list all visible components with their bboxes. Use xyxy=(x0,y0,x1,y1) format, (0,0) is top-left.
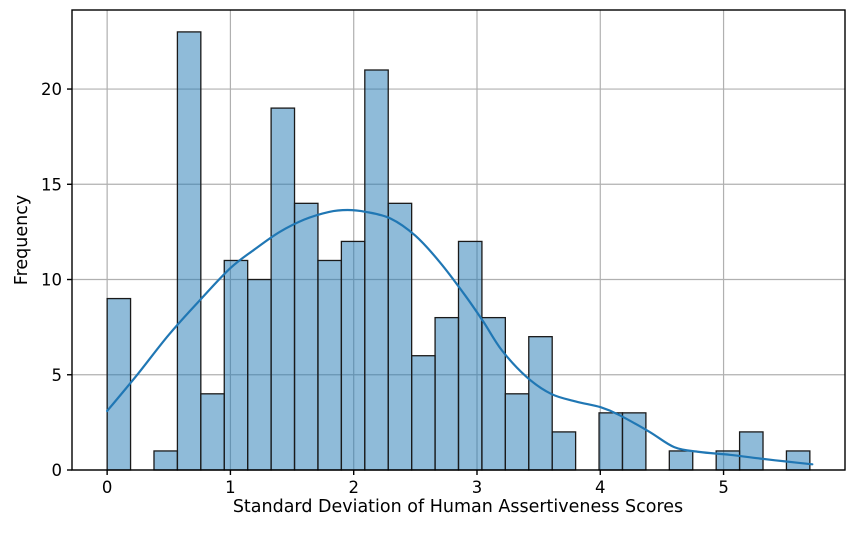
y-tick-label: 10 xyxy=(41,271,62,290)
histogram-bar xyxy=(293,202,319,471)
histogram-bar xyxy=(106,297,132,471)
histogram-bar xyxy=(247,278,272,471)
ticks-layer: 0 1 2 3 4 5 0 5 10 15 20 xyxy=(41,80,729,497)
histogram-bar xyxy=(364,69,389,471)
histogram-bar xyxy=(387,202,413,471)
histogram-bar xyxy=(528,336,553,471)
y-axis-label: Frequency xyxy=(12,195,32,285)
x-tick-label: 0 xyxy=(102,478,113,497)
histogram-bar xyxy=(317,259,343,471)
y-tick-label: 5 xyxy=(52,366,63,385)
histogram-bar xyxy=(504,393,530,471)
histogram-bar xyxy=(200,393,225,471)
histogram-bar xyxy=(434,316,460,471)
histogram-bars-layer xyxy=(106,31,811,471)
axes-border xyxy=(71,9,846,471)
histogram-bar xyxy=(598,412,624,471)
histogram-bar xyxy=(668,450,694,471)
histogram-bar xyxy=(223,259,249,471)
histogram-bar xyxy=(153,450,179,471)
x-tick-label: 4 xyxy=(595,478,606,497)
histogram-bar xyxy=(340,240,366,471)
histogram-bar xyxy=(457,240,483,471)
histogram-bar xyxy=(785,450,811,471)
x-tick-label: 5 xyxy=(718,478,729,497)
x-tick-label: 3 xyxy=(472,478,483,497)
histogram-bar xyxy=(270,107,296,471)
x-tick-label: 1 xyxy=(225,478,236,497)
histogram-bar xyxy=(551,431,577,471)
histogram-bar xyxy=(621,412,647,471)
y-tick-label: 20 xyxy=(41,80,62,99)
kde-layer xyxy=(106,208,814,466)
kde-curve xyxy=(106,208,814,466)
y-tick-label: 0 xyxy=(52,461,63,480)
histogram-bar xyxy=(481,316,506,471)
y-tick-label: 15 xyxy=(41,175,62,194)
histogram-bar xyxy=(738,431,764,471)
axes-spines xyxy=(71,9,846,471)
x-tick-label: 2 xyxy=(348,478,359,497)
histogram-bar xyxy=(176,31,202,471)
histogram-bar xyxy=(411,355,436,471)
x-axis-label: Standard Deviation of Human Assertivenes… xyxy=(233,497,683,517)
